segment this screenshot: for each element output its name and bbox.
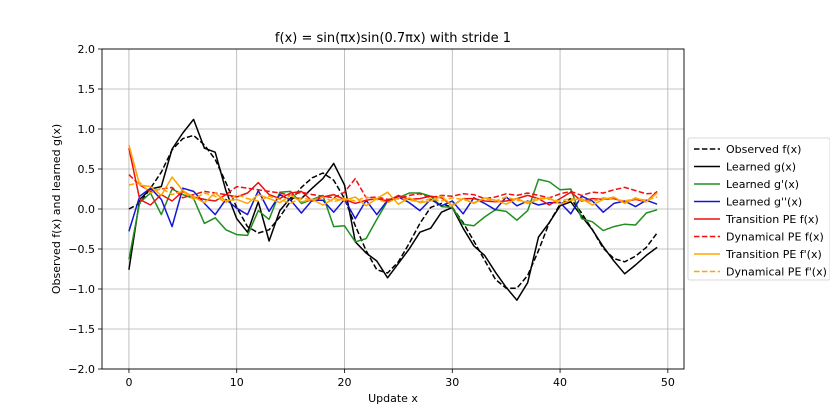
y-tick-label: −1.5 — [68, 323, 95, 336]
legend: Observed f(x) Learned g(x) Learned g'(x) Le… — [687, 137, 830, 281]
y-tick-label: −1.0 — [68, 283, 95, 296]
x-tick-label: 0 — [125, 376, 132, 389]
series-line-6 — [128, 174, 658, 201]
x-tick-label: 40 — [553, 376, 567, 389]
x-tick-label: 20 — [338, 376, 352, 389]
series-layer — [128, 118, 658, 301]
y-tick-label: −2.0 — [68, 363, 95, 376]
legend-label: Dynamical PE f(x) — [726, 231, 824, 244]
y-tick-label: 2.0 — [78, 43, 96, 56]
x-tick-label: 10 — [230, 376, 244, 389]
chart-title: f(x) = sin(πx)sin(0.7πx) with stride 1 — [275, 31, 511, 46]
x-tick-label: 50 — [661, 376, 675, 389]
y-axis-label: Observed f(x) and learned g(x) — [50, 124, 63, 294]
y-tick-label: 1.0 — [78, 123, 96, 136]
series-line-7 — [128, 144, 658, 207]
y-tick-label: 0.5 — [78, 163, 96, 176]
x-tick-label: 30 — [445, 376, 459, 389]
series-line-2 — [128, 118, 658, 301]
legend-label: Dynamical PE f'(x) — [726, 266, 827, 279]
y-tick-label: 1.5 — [78, 83, 96, 96]
series-line-1 — [128, 134, 658, 289]
legend-frame — [687, 137, 830, 281]
series-line-3 — [128, 178, 658, 260]
y-tick-label: 0.0 — [78, 203, 96, 216]
legend-label: Learned g''(x) — [726, 196, 802, 209]
y-tick-label: −0.5 — [68, 243, 95, 256]
legend-label: Transition PE f(x) — [725, 213, 819, 226]
legend-label: Learned g'(x) — [726, 178, 799, 191]
legend-label: Observed f(x) — [726, 143, 801, 156]
legend-label: Transition PE f'(x) — [725, 248, 822, 261]
tick-layer: 0 10 20 30 40 50 −2.0 −1.5 −1.0 −0.5 0.0 0.5 1.0 1.5 2… — [68, 43, 675, 389]
legend-label: Learned g(x) — [726, 161, 796, 174]
x-axis-label: Update x — [368, 392, 418, 405]
